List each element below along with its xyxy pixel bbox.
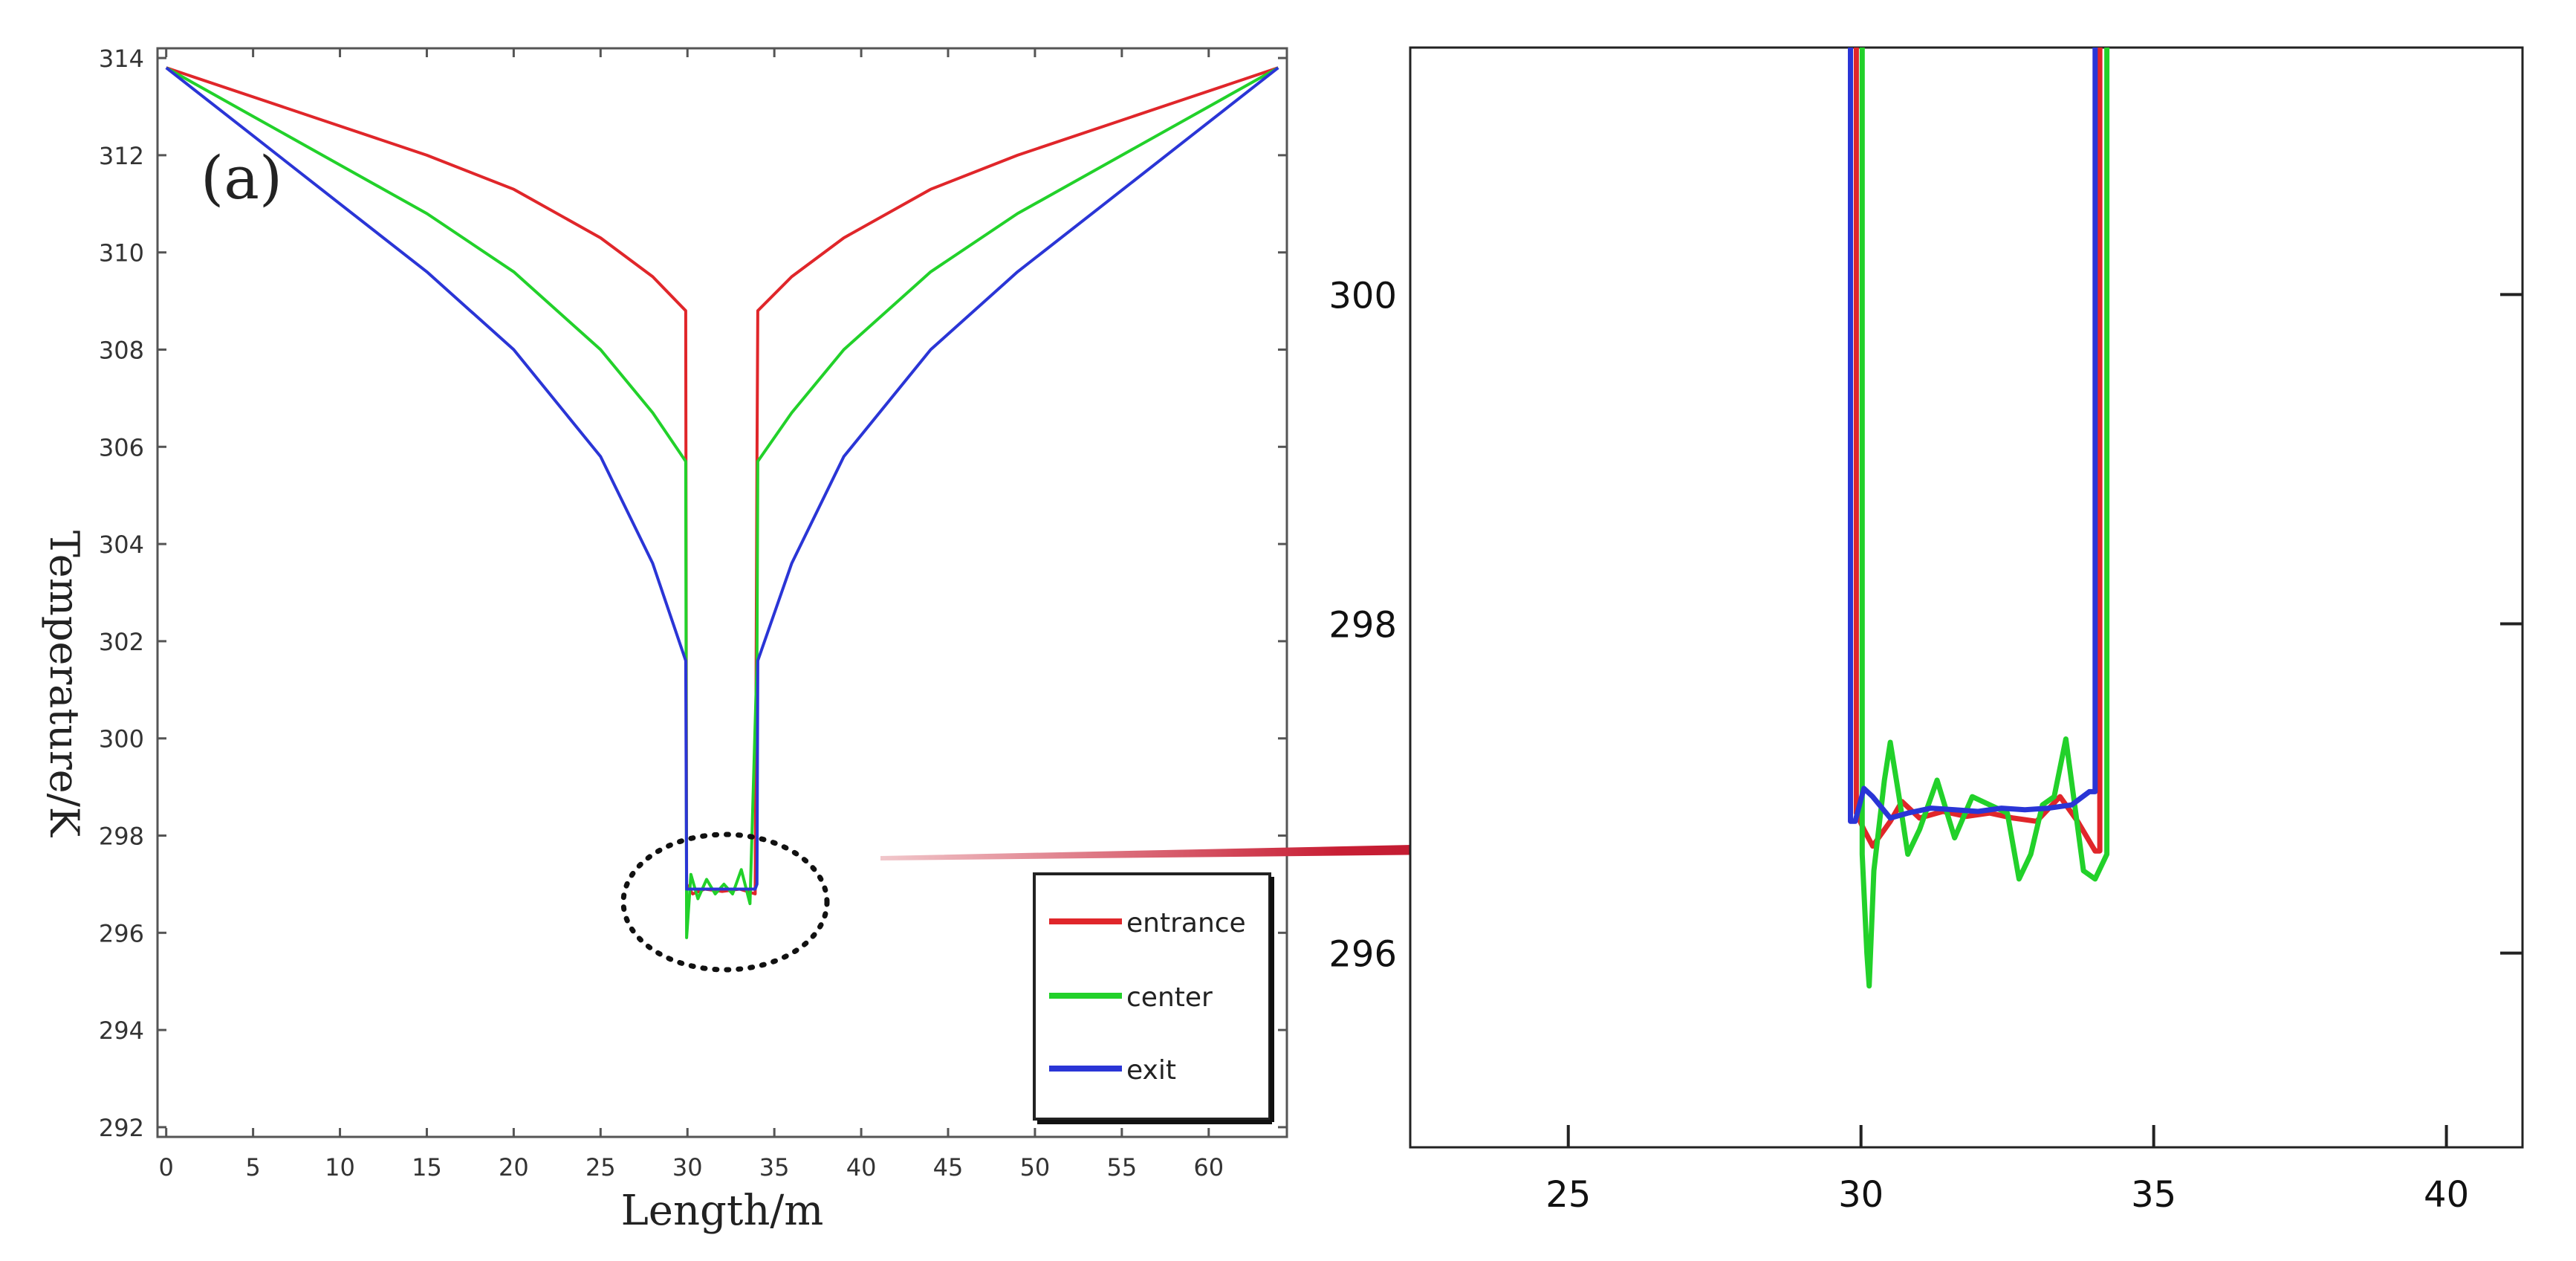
y-axis-zoom: 296 298 300 (1328, 275, 2523, 976)
y-tick-label: 300 (99, 725, 144, 753)
chart-panel-a: 292 294 296 298 300 302 304 306 308 310 312 314 0 5 1… (41, 45, 1288, 1235)
y-tick-label: 310 (99, 239, 144, 268)
x-tick-label: 50 (1020, 1153, 1051, 1181)
x-tick-label: 25 (1545, 1174, 1591, 1216)
y-tick-label: 296 (99, 919, 144, 947)
plot-area-zoom (1409, 46, 2524, 1149)
y-axis-a: 292 294 296 298 300 302 304 306 308 310 312 314 (99, 45, 1287, 1142)
y-tick-label: 296 (1328, 934, 1397, 976)
y-tick-label: 306 (99, 433, 144, 461)
x-tick-label: 30 (1838, 1174, 1884, 1216)
legend-label-entrance: entrance (1126, 908, 1246, 939)
y-axis-title: Temperature/K (41, 531, 88, 838)
x-axis-zoom: 25 30 35 40 (1545, 1125, 2469, 1216)
x-tick-label: 25 (585, 1153, 616, 1181)
x-tick-label: 30 (672, 1153, 703, 1181)
x-axis-title: Length/m (621, 1187, 824, 1235)
x-tick-label: 10 (325, 1153, 355, 1181)
legend-label-center: center (1126, 982, 1213, 1013)
x-tick-label: 5 (245, 1153, 260, 1181)
x-tick-label: 45 (933, 1153, 964, 1181)
x-tick-label: 35 (759, 1153, 790, 1181)
highlight-ellipse (620, 832, 830, 973)
zoom-series-line-exit (1848, 48, 2098, 824)
y-tick-label: 292 (99, 1114, 144, 1142)
x-tick-label: 55 (1106, 1153, 1137, 1181)
x-tick-label: 35 (2131, 1174, 2176, 1216)
y-tick-label: 314 (99, 45, 144, 73)
x-tick-label: 20 (499, 1153, 529, 1181)
y-tick-label: 312 (99, 142, 144, 170)
x-tick-label: 15 (412, 1153, 442, 1181)
y-tick-label: 300 (1328, 275, 1397, 317)
legend-label-exit: exit (1126, 1055, 1176, 1086)
y-tick-label: 294 (99, 1017, 144, 1045)
legend: entrance center exit (1033, 872, 1274, 1124)
series-line-entrance (166, 66, 1279, 895)
y-tick-label: 302 (99, 628, 144, 656)
x-tick-label: 60 (1193, 1153, 1224, 1181)
y-tick-label: 298 (99, 823, 144, 851)
x-axis-a: 0 5 10 15 20 25 30 35 40 45 50 55 60 (159, 48, 1224, 1181)
panel-label: (a) (201, 143, 282, 213)
chart-panel-zoom: 296 298 300 25 30 35 40 (1328, 46, 2524, 1216)
y-tick-label: 298 (1328, 604, 1397, 646)
y-tick-label: 308 (99, 336, 144, 364)
x-tick-label: 0 (159, 1153, 174, 1181)
y-tick-label: 304 (99, 531, 144, 559)
x-tick-label: 40 (2424, 1174, 2469, 1216)
x-tick-label: 40 (846, 1153, 877, 1181)
series-line-exit (165, 66, 1279, 891)
